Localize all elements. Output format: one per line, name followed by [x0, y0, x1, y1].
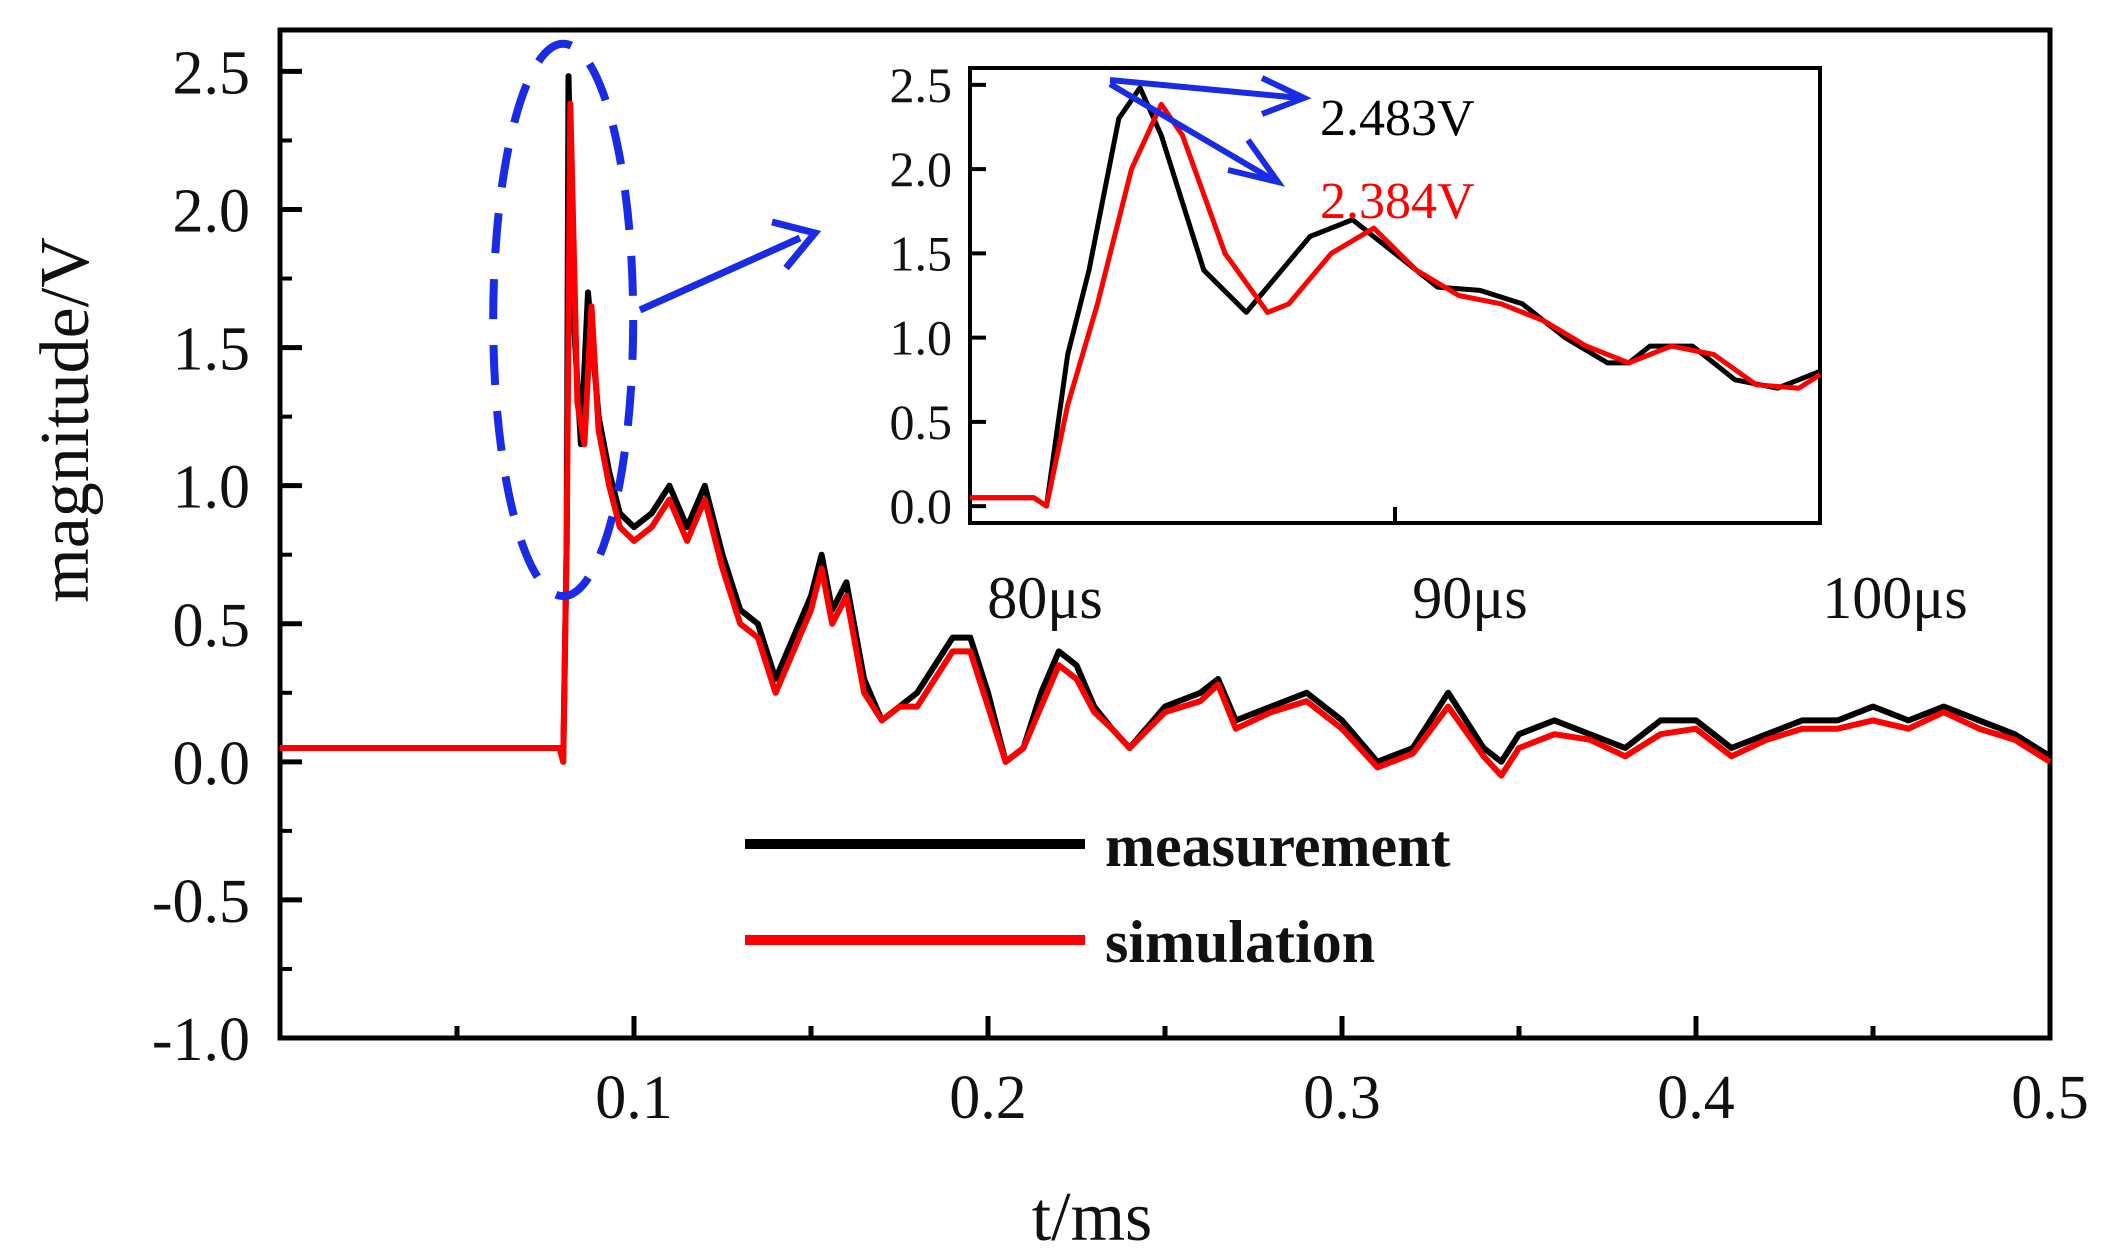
legend-label-simulation: simulation: [1105, 909, 1375, 975]
inset-x-tick-label: 80μs: [987, 565, 1103, 631]
x-tick-label: 0.2: [949, 1064, 1027, 1132]
y-tick-label: 0.5: [173, 592, 251, 660]
inset-y-axis: 2.5 2.0 1.5 1.0 0.5 0.0: [890, 57, 986, 534]
x-tick-label: 0.1: [595, 1064, 673, 1132]
x-tick-label: 0.3: [1303, 1064, 1381, 1132]
legend-label-measurement: measurement: [1105, 813, 1450, 879]
y-axis-title: magnitude/V: [27, 237, 104, 602]
y-tick-label: 2.5: [173, 39, 251, 107]
inset-chart: 2.52.01.51.00.50.0 80μs 90μs 100μs 2.483V …: [890, 57, 1968, 631]
x-axis-title: t/ms: [1032, 1179, 1153, 1256]
y-tick-label: 1.5: [173, 316, 251, 384]
inset-y-tick-label: 1.5: [890, 225, 953, 281]
inset-series-group: [970, 85, 1822, 509]
x-tick-label: 0.5: [2011, 1064, 2089, 1132]
y-tick-label: 2.0: [173, 178, 251, 246]
y-tick-label: -1.0: [152, 1006, 250, 1074]
y-tick-label: 0.0: [173, 730, 251, 798]
inset-series-line-simulation: [970, 101, 1822, 509]
annotation-measurement-peak: 2.483V: [1320, 90, 1475, 147]
inset-y-tick-label: 1.0: [890, 310, 953, 366]
main-y-axis: 2.5 2.0 1.5 1.0 0.5 0.0 -0.5 -1.0: [152, 39, 302, 1074]
legend: measurement simulation: [745, 813, 1450, 975]
series-line-simulation: [280, 100, 2052, 779]
inset-y-tick-label: 2.5: [890, 57, 953, 113]
inset-y-tick-label: 0.0: [890, 478, 953, 534]
pointer-arrow: [638, 218, 822, 314]
annotation-arrows: [1108, 75, 1312, 187]
inset-x-tick-label: 100μs: [1822, 565, 1968, 631]
y-tick-label: -0.5: [152, 868, 250, 936]
inset-y-tick-label: 2.0: [890, 141, 953, 197]
highlight-ellipse: [489, 39, 638, 601]
main-x-axis: 0.1 0.2 0.3 0.4 0.5: [277, 1016, 2089, 1132]
y-tick-label: 1.0: [173, 454, 251, 522]
inset-x-tick-label: 90μs: [1412, 565, 1528, 631]
main-series-group: [280, 73, 2052, 779]
inset-y-tick-label: 0.5: [890, 394, 953, 450]
x-tick-label: 0.4: [1657, 1064, 1735, 1132]
inset-x-axis: 80μs 90μs 100μs: [968, 507, 1968, 631]
annotation-simulation-peak: 2.384V: [1320, 173, 1475, 230]
inset-series-line-measurement: [970, 85, 1821, 509]
